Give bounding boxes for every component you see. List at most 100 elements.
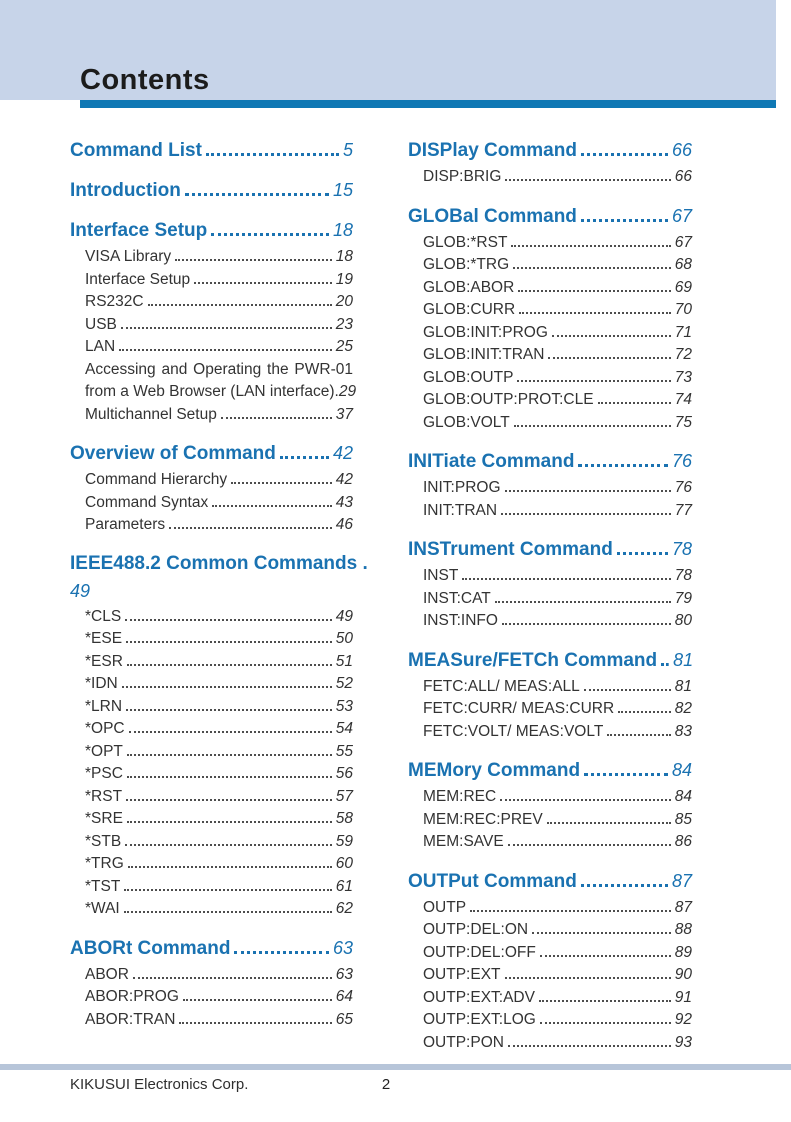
toc-heading-link[interactable]: MEASure/FETCh Command 81 <box>408 648 693 673</box>
dot-leader <box>618 711 671 713</box>
toc-item-link[interactable]: *OPC 54 <box>70 718 353 741</box>
toc-item-link[interactable]: VISA Library 18 <box>70 246 353 269</box>
toc-item-link[interactable]: INST 78 <box>408 565 692 588</box>
toc-item-link[interactable]: GLOB:CURR 70 <box>408 299 692 322</box>
dot-leader <box>132 976 332 979</box>
item-label: INST:CAT <box>423 589 491 607</box>
toc-item-link[interactable]: Parameters 46 <box>70 514 353 537</box>
item-label: *TRG <box>85 855 124 872</box>
toc-item-link[interactable]: OUTP:EXT 90 <box>408 964 692 987</box>
toc-item-link[interactable]: *PSC 56 <box>70 763 353 786</box>
toc-item-link[interactable]: FETC:VOLT/ MEAS:VOLT 83 <box>408 721 692 744</box>
toc-item-link[interactable]: FETC:ALL/ MEAS:ALL 81 <box>408 676 692 699</box>
item-label: *STB <box>85 832 122 850</box>
toc-item-link[interactable]: *RST 57 <box>70 786 353 809</box>
toc-item-link[interactable]: *SRE 58 <box>70 808 353 831</box>
toc-item-link[interactable]: ABOR:PROG 64 <box>70 986 353 1009</box>
toc-item-link[interactable]: MEM:REC 84 <box>408 786 692 809</box>
toc-item-link[interactable]: OUTP:EXT:ADV 91 <box>408 987 692 1010</box>
item-page-number: 55 <box>335 742 353 760</box>
toc-section: Introduction 15 <box>70 178 353 203</box>
toc-item-link[interactable]: *ESR 51 <box>70 651 353 674</box>
toc-item-link[interactable]: *OPT 55 <box>70 741 353 764</box>
toc-item-link[interactable]: MEM:SAVE 86 <box>408 831 692 854</box>
toc-item-link[interactable]: USB 23 <box>70 314 353 337</box>
toc-item-link[interactable]: Command Syntax 43 <box>70 492 353 515</box>
toc-item-link[interactable]: LAN 25 <box>70 336 353 359</box>
toc-item-link[interactable]: *ESE 50 <box>70 628 353 651</box>
toc-item-link[interactable]: Multichannel Setup 37 <box>70 404 353 427</box>
toc-item-link[interactable]: Command Hierarchy 42 <box>70 469 353 492</box>
toc-item-link[interactable]: ABOR:TRAN 65 <box>70 1009 353 1032</box>
toc-heading-link[interactable]: Command List 5 <box>70 138 353 163</box>
toc-item-link[interactable]: INIT:PROG 76 <box>408 477 692 500</box>
item-label: FETC:ALL/ MEAS:ALL <box>423 677 580 695</box>
item-label: OUTP <box>423 898 467 916</box>
toc-item-link[interactable]: Accessing and Operating the PWR-01 from a… <box>70 359 356 404</box>
toc-item-link[interactable]: OUTP:DEL:ON 88 <box>408 919 692 942</box>
toc-heading-link[interactable]: MEMory Command 84 <box>408 758 692 783</box>
dot-leader <box>501 623 671 625</box>
item-page-number: 56 <box>335 765 353 782</box>
dot-leader <box>220 416 332 419</box>
section-page-number[interactable]: 49 <box>70 580 91 601</box>
toc-heading-link[interactable]: IEEE488.2 Common Commands . <box>70 552 368 576</box>
item-label: GLOB:*RST <box>423 233 508 251</box>
item-label: MEM:REC:PREV <box>423 810 543 828</box>
toc-section: INITiate Command 76 INIT:PROG 76 INIT:TRAN 77 <box>408 449 692 522</box>
toc-item-link[interactable]: ABOR 63 <box>70 964 353 987</box>
toc-item-link[interactable]: MEM:REC:PREV 85 <box>408 809 692 832</box>
toc-item-link[interactable]: *WAI 62 <box>70 898 353 921</box>
toc-heading-link[interactable]: INSTrument Command 78 <box>408 537 692 562</box>
toc-item-link[interactable]: GLOB:*TRG 68 <box>408 254 692 277</box>
toc-item-link[interactable]: GLOB:VOLT 75 <box>408 412 692 435</box>
toc-item-link[interactable]: OUTP:EXT:LOG 92 <box>408 1009 692 1032</box>
toc-item-link[interactable]: GLOB:INIT:PROG 71 <box>408 322 692 345</box>
section-title: DISPlay Command <box>408 140 577 161</box>
item-page-number: 37 <box>335 405 353 423</box>
toc-item-link[interactable]: INIT:TRAN 77 <box>408 500 692 523</box>
toc-item-link[interactable]: *TRG 60 <box>70 853 353 876</box>
item-label: Parameters <box>85 516 166 533</box>
toc-item-link[interactable]: INST:INFO 80 <box>408 610 692 633</box>
dot-leader <box>124 888 332 891</box>
dot-leader <box>504 490 671 492</box>
item-label: LAN <box>85 338 116 355</box>
toc-item-link[interactable]: *TST 61 <box>70 876 353 899</box>
toc-heading-link[interactable]: INITiate Command 76 <box>408 449 692 474</box>
toc-item-link[interactable]: GLOB:OUTP 73 <box>408 367 692 390</box>
dot-leader <box>616 552 668 555</box>
toc-item-link[interactable]: OUTP:DEL:OFF 89 <box>408 942 692 965</box>
toc-item-link[interactable]: OUTP 87 <box>408 897 692 920</box>
item-page-number: 52 <box>335 675 353 692</box>
toc-item-link[interactable]: *STB 59 <box>70 831 353 854</box>
toc-heading-link[interactable]: DISPlay Command 66 <box>408 138 692 163</box>
toc-item-link[interactable]: DISP:BRIG 66 <box>408 166 692 189</box>
toc-item-link[interactable]: INST:CAT 79 <box>408 588 692 611</box>
item-page-number: 81 <box>674 677 692 695</box>
item-label: *OPC <box>85 720 125 737</box>
section-page-number: 42 <box>332 443 353 463</box>
toc-item-link[interactable]: Interface Setup 19 <box>70 269 353 292</box>
item-page-number: 77 <box>674 501 692 519</box>
toc-heading-link[interactable]: Interface Setup 18 <box>70 218 353 243</box>
toc-item-link[interactable]: RS232C 20 <box>70 291 353 314</box>
toc-heading-link[interactable]: GLOBal Command 67 <box>408 204 692 229</box>
toc-item-link[interactable]: GLOB:ABOR 69 <box>408 277 692 300</box>
toc-heading-link[interactable]: Introduction 15 <box>70 178 353 203</box>
toc-item-link[interactable]: OUTP:PON 93 <box>408 1032 692 1055</box>
toc-item-link[interactable]: GLOB:OUTP:PROT:CLE 74 <box>408 389 692 412</box>
toc-heading-link[interactable]: Overview of Command 42 <box>70 441 353 466</box>
toc-item-link[interactable]: *IDN 52 <box>70 673 353 696</box>
item-label: RS232C <box>85 293 144 310</box>
toc-item-link[interactable]: *LRN 53 <box>70 696 353 719</box>
toc-item-link[interactable]: GLOB:INIT:TRAN 72 <box>408 344 692 367</box>
toc-item-link[interactable]: *CLS 49 <box>70 606 353 629</box>
toc-item-link[interactable]: FETC:CURR/ MEAS:CURR 82 <box>408 698 692 721</box>
toc-item-link[interactable]: GLOB:*RST 67 <box>408 232 692 255</box>
header-rule <box>80 100 776 108</box>
item-page-number: 93 <box>674 1033 692 1051</box>
toc-heading-link[interactable]: ABORt Command 63 <box>70 936 353 961</box>
toc-heading-link[interactable]: OUTPut Command 87 <box>408 869 692 894</box>
